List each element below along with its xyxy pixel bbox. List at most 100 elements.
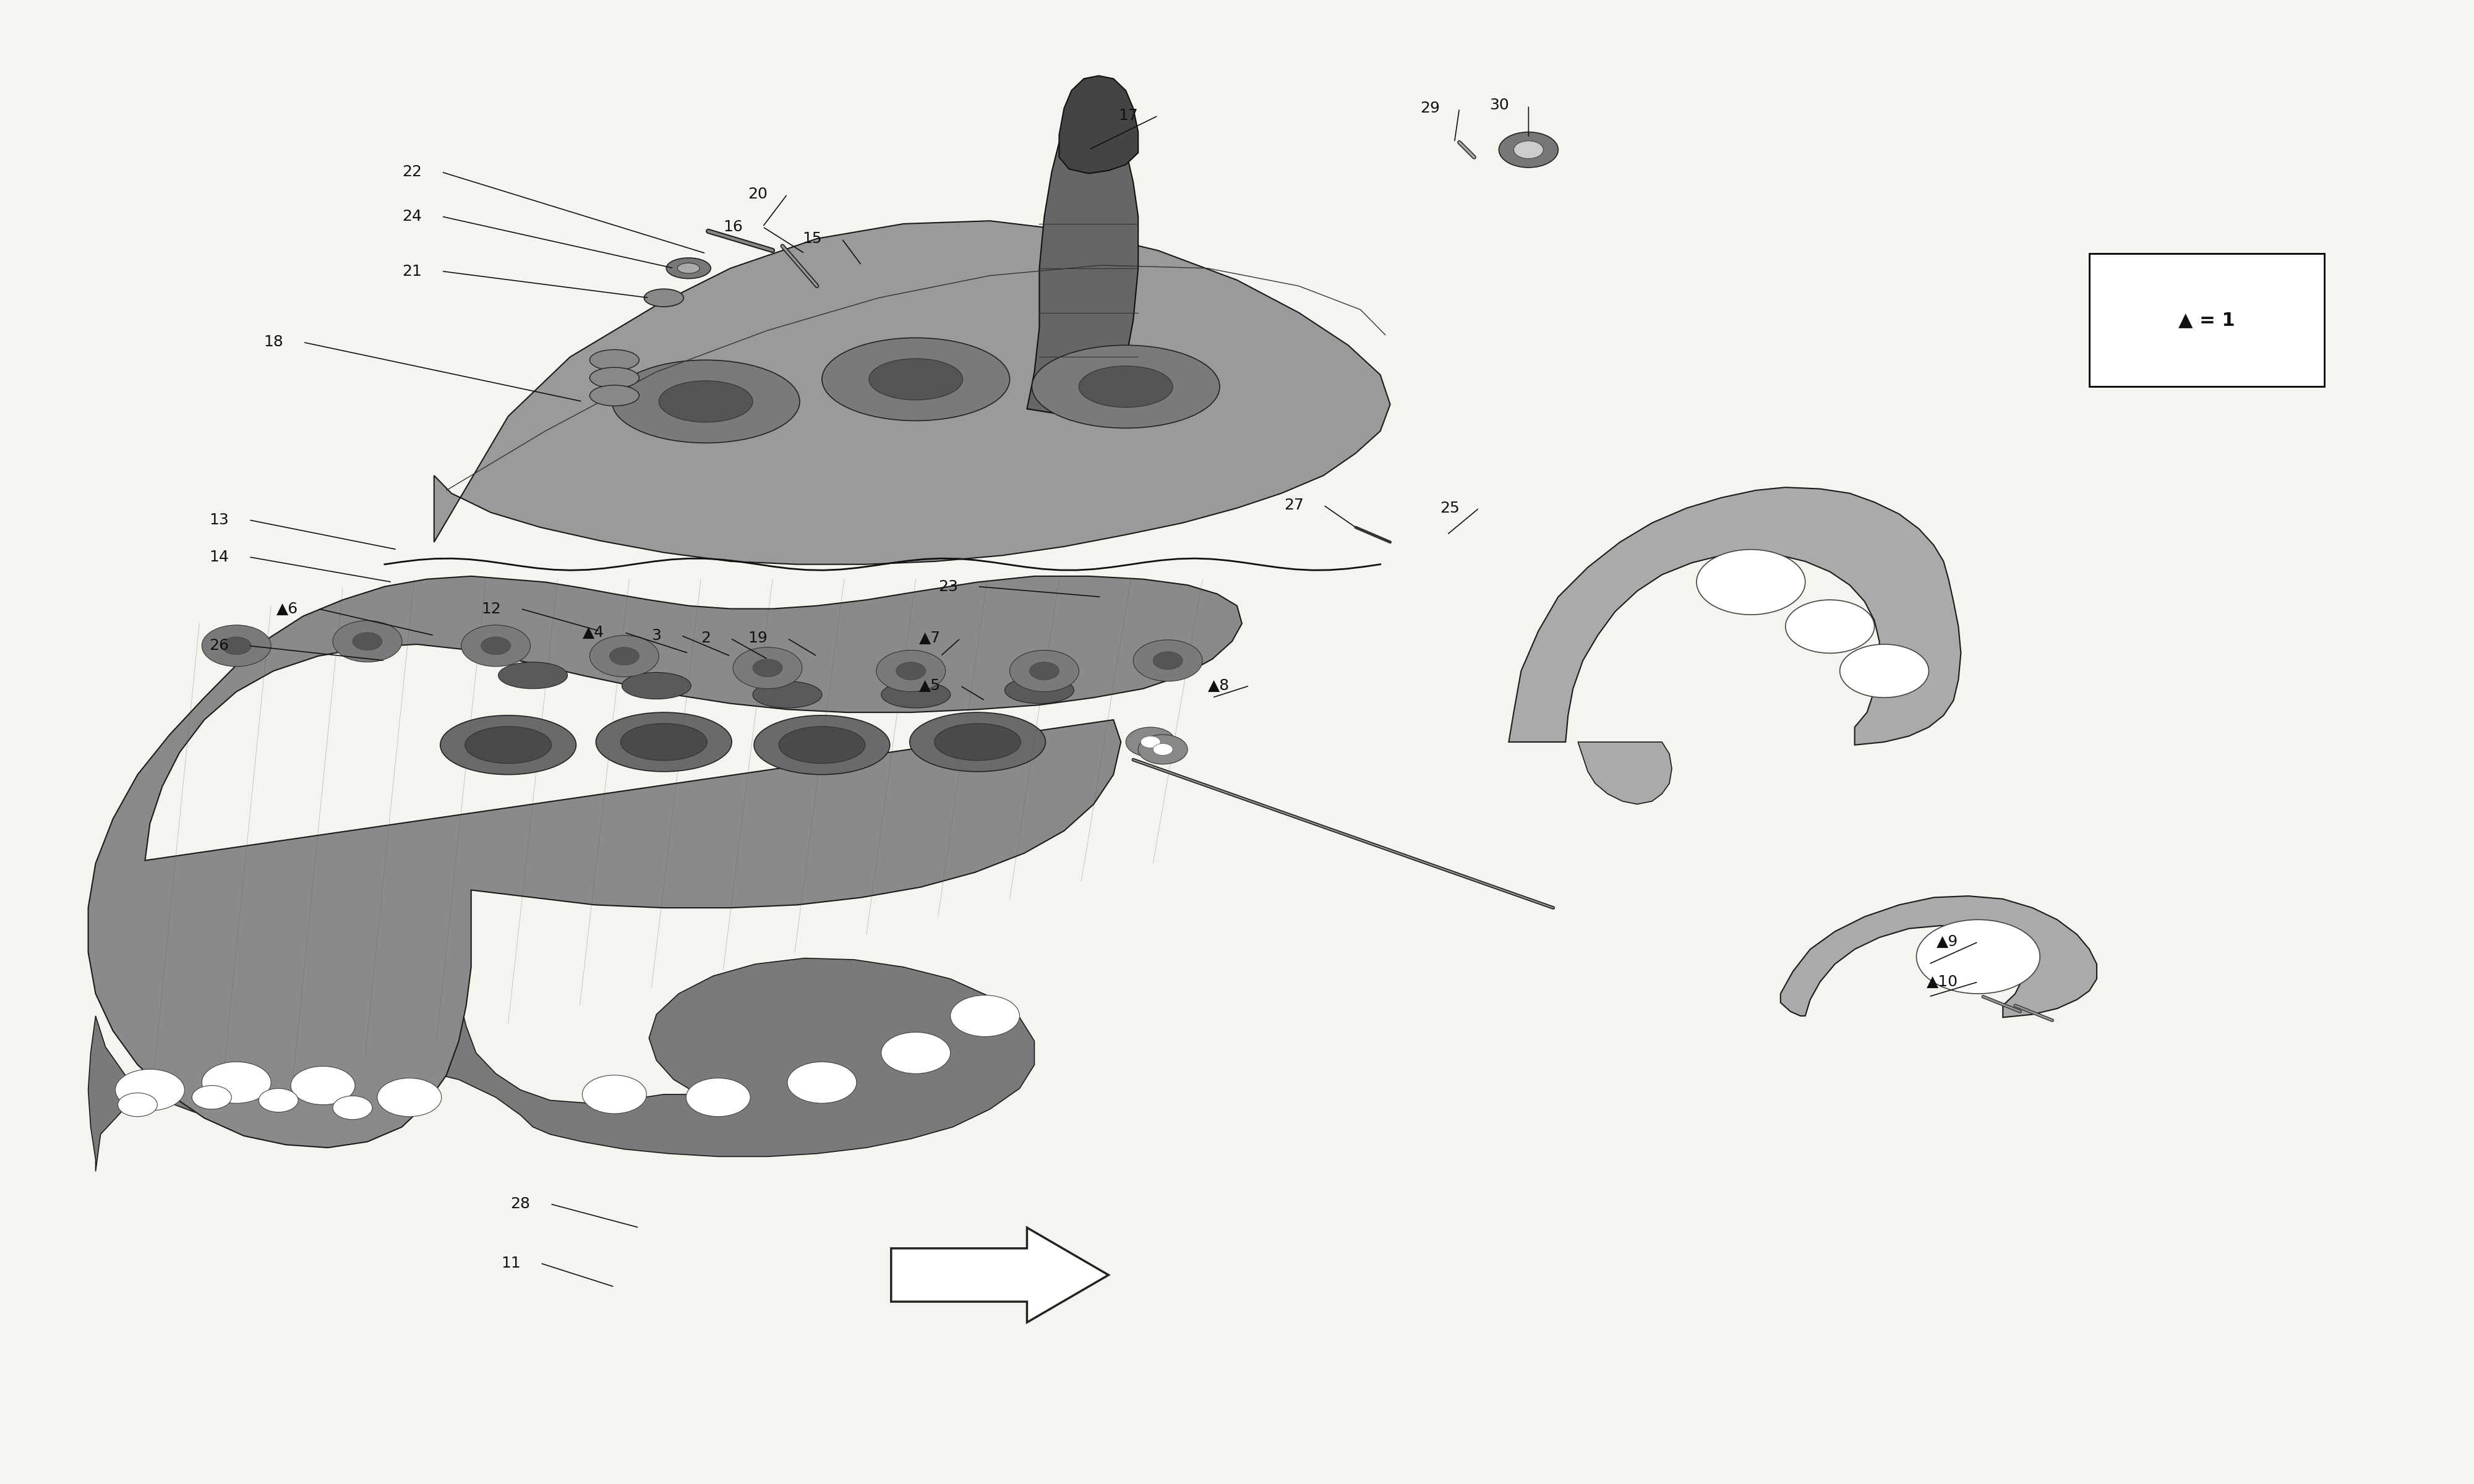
Circle shape: [119, 1092, 158, 1116]
Circle shape: [260, 1088, 299, 1112]
Ellipse shape: [497, 662, 567, 689]
Text: 15: 15: [802, 232, 821, 246]
Circle shape: [116, 1068, 186, 1110]
Ellipse shape: [589, 350, 638, 371]
Circle shape: [752, 659, 782, 677]
Circle shape: [950, 996, 1019, 1037]
Polygon shape: [1027, 99, 1138, 420]
Text: 22: 22: [401, 165, 421, 180]
Circle shape: [1133, 640, 1202, 681]
Circle shape: [896, 662, 925, 680]
Text: 18: 18: [265, 335, 285, 350]
Ellipse shape: [881, 681, 950, 708]
Text: 26: 26: [210, 638, 230, 653]
Circle shape: [1786, 600, 1875, 653]
Ellipse shape: [868, 359, 962, 401]
Circle shape: [787, 1061, 856, 1103]
Text: ▲ = 1: ▲ = 1: [2180, 312, 2234, 329]
Text: 21: 21: [401, 264, 421, 279]
Ellipse shape: [658, 381, 752, 421]
Polygon shape: [89, 576, 1242, 1147]
Text: ▲9: ▲9: [1937, 935, 1959, 950]
Circle shape: [480, 637, 510, 654]
Circle shape: [376, 1077, 440, 1116]
Circle shape: [589, 635, 658, 677]
Text: 24: 24: [401, 209, 421, 224]
Text: 20: 20: [747, 187, 767, 202]
Circle shape: [203, 625, 272, 666]
Ellipse shape: [1004, 677, 1074, 703]
Ellipse shape: [678, 263, 700, 273]
Polygon shape: [1509, 487, 1962, 745]
Circle shape: [881, 1033, 950, 1073]
Circle shape: [1697, 549, 1806, 614]
Circle shape: [1138, 735, 1188, 764]
Ellipse shape: [589, 368, 638, 389]
Ellipse shape: [779, 727, 866, 763]
Circle shape: [1153, 651, 1183, 669]
Circle shape: [460, 625, 529, 666]
Text: ▲5: ▲5: [918, 678, 940, 693]
Ellipse shape: [935, 724, 1022, 760]
Text: 30: 30: [1489, 98, 1509, 113]
Ellipse shape: [643, 289, 683, 307]
Text: ▲10: ▲10: [1927, 975, 1959, 990]
Text: 13: 13: [210, 512, 230, 527]
Polygon shape: [1059, 76, 1138, 174]
Text: 28: 28: [510, 1196, 529, 1211]
Text: 25: 25: [1440, 500, 1460, 515]
Ellipse shape: [611, 361, 799, 442]
Circle shape: [1009, 650, 1079, 692]
Polygon shape: [89, 898, 1034, 1171]
Circle shape: [685, 1077, 750, 1116]
Circle shape: [876, 650, 945, 692]
Circle shape: [1141, 736, 1160, 748]
Ellipse shape: [1079, 367, 1173, 408]
Polygon shape: [433, 221, 1390, 564]
Text: 27: 27: [1284, 497, 1304, 512]
Circle shape: [292, 1066, 354, 1104]
Circle shape: [1126, 727, 1175, 757]
Ellipse shape: [621, 724, 708, 760]
Circle shape: [334, 1095, 371, 1119]
Text: ▲6: ▲6: [277, 601, 299, 616]
Circle shape: [1153, 743, 1173, 755]
Ellipse shape: [666, 258, 710, 279]
Ellipse shape: [755, 715, 891, 775]
Text: 2: 2: [700, 631, 710, 646]
Text: ▲4: ▲4: [584, 625, 604, 640]
Text: ▲7: ▲7: [918, 631, 940, 646]
Circle shape: [581, 1074, 646, 1113]
Ellipse shape: [596, 712, 732, 772]
Ellipse shape: [465, 727, 552, 763]
Text: 16: 16: [722, 220, 742, 234]
Ellipse shape: [589, 386, 638, 407]
Circle shape: [334, 620, 401, 662]
Text: 17: 17: [1118, 108, 1138, 123]
Ellipse shape: [440, 715, 576, 775]
Text: 23: 23: [938, 579, 957, 594]
Ellipse shape: [910, 712, 1047, 772]
Circle shape: [1499, 132, 1559, 168]
Text: 14: 14: [210, 549, 230, 564]
Polygon shape: [1578, 742, 1672, 804]
Circle shape: [351, 632, 381, 650]
Polygon shape: [891, 1227, 1108, 1322]
Circle shape: [609, 647, 638, 665]
Circle shape: [1029, 662, 1059, 680]
Circle shape: [223, 637, 252, 654]
Polygon shape: [1781, 896, 2098, 1018]
Circle shape: [1917, 920, 2041, 994]
Circle shape: [732, 647, 802, 689]
Ellipse shape: [821, 338, 1009, 421]
Circle shape: [193, 1085, 233, 1109]
Circle shape: [203, 1061, 272, 1103]
Circle shape: [1841, 644, 1930, 697]
Ellipse shape: [752, 681, 821, 708]
Ellipse shape: [621, 672, 690, 699]
Text: 11: 11: [500, 1255, 520, 1270]
Text: ▲8: ▲8: [1207, 678, 1230, 693]
Text: 19: 19: [747, 631, 767, 646]
Text: 3: 3: [651, 628, 661, 643]
Circle shape: [1514, 141, 1544, 159]
